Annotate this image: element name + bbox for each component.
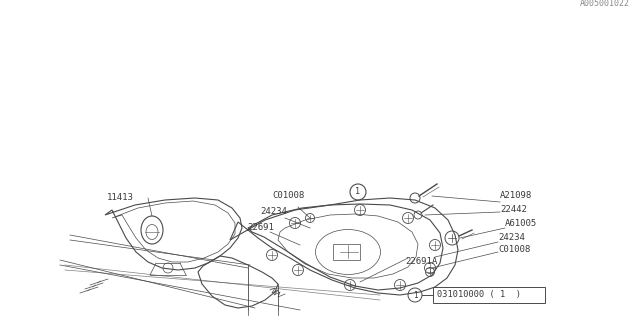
- Text: A005001022: A005001022: [580, 0, 630, 8]
- Text: C01008: C01008: [498, 245, 531, 254]
- Text: A21098: A21098: [500, 190, 532, 199]
- Text: 22691: 22691: [247, 223, 274, 233]
- Text: 24234: 24234: [498, 233, 525, 242]
- Text: C01008: C01008: [272, 190, 304, 199]
- Text: 11413: 11413: [107, 194, 134, 203]
- Text: A61005: A61005: [505, 219, 537, 228]
- Text: 1: 1: [355, 188, 360, 196]
- Text: 22691A: 22691A: [405, 258, 437, 267]
- Text: 1: 1: [413, 291, 417, 300]
- Text: 24234: 24234: [260, 207, 287, 217]
- Text: 22442: 22442: [500, 205, 527, 214]
- Bar: [433, 287, 545, 303]
- Text: 031010000 ( 1  ): 031010000 ( 1 ): [437, 291, 521, 300]
